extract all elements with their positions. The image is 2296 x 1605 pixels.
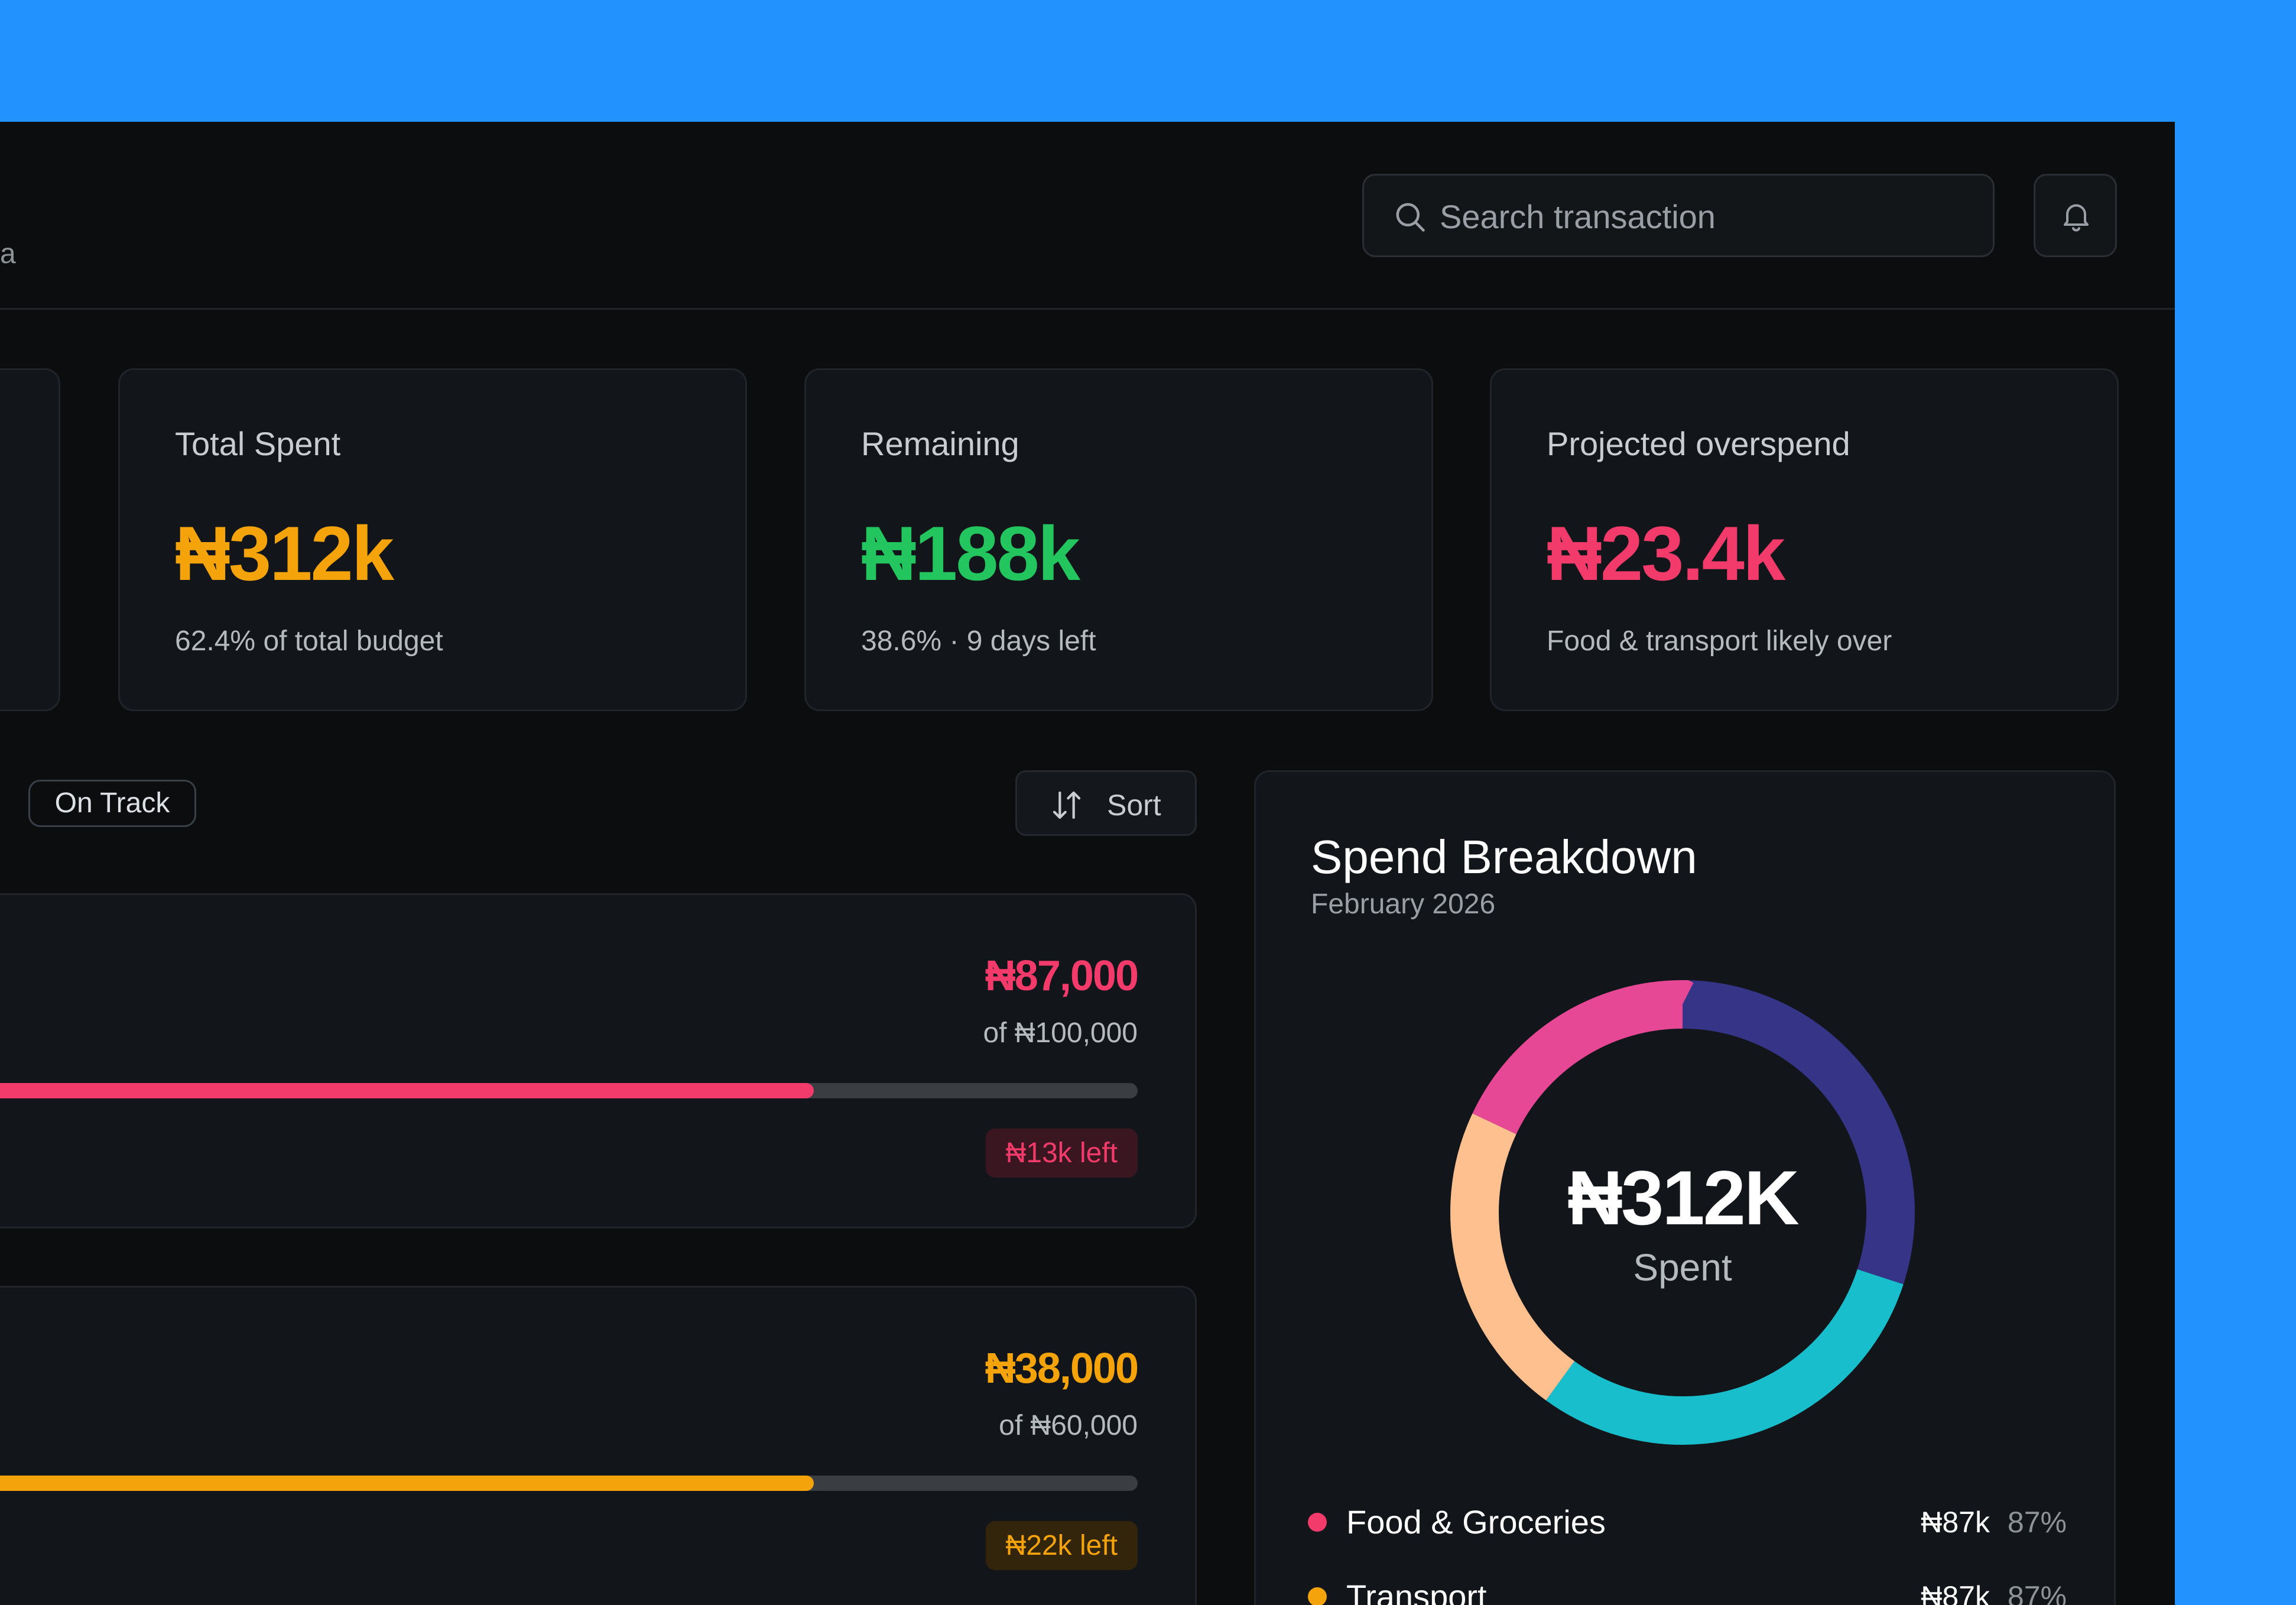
stat-card-partial xyxy=(0,368,60,711)
search-box[interactable] xyxy=(1362,174,1995,257)
legend-label: Transport xyxy=(1346,1578,1487,1605)
legend-label: Food & Groceries xyxy=(1346,1503,1606,1541)
legend-dot xyxy=(1308,1587,1327,1605)
filter-chip-on-track[interactable]: On Track xyxy=(28,780,196,827)
stat-value: ₦312k xyxy=(175,510,394,596)
budget-progress-track xyxy=(0,1476,1138,1491)
donut-segment-4 xyxy=(1450,980,1915,1445)
donut-center-value: ₦312K xyxy=(1567,1155,1799,1241)
donut-center-label: Spent xyxy=(1633,1246,1732,1289)
legend-row-food: Food & Groceries ₦87k 87% xyxy=(1308,1498,2067,1545)
breakdown-subtitle: February 2026 xyxy=(1311,889,1496,920)
stat-sub: 62.4% of total budget xyxy=(175,625,443,657)
legend-row-transport: Transport ₦87k 87% xyxy=(1308,1572,2067,1605)
spend-donut-chart: ₦312K Spent xyxy=(1450,980,1915,1445)
budget-left-badge: ₦22k left xyxy=(985,1521,1138,1570)
stat-value: ₦23.4k xyxy=(1547,510,1785,596)
stat-label: Remaining xyxy=(861,425,1019,462)
donut-segment-2 xyxy=(1450,980,1915,1445)
budget-total: of ₦60,000 xyxy=(999,1410,1138,1441)
app-window: a Total Spent ₦312k 62.4% of total budge… xyxy=(0,122,2175,1605)
budget-spent: ₦38,000 xyxy=(985,1345,1139,1392)
stat-card-remaining: Remaining ₦188k 38.6% · 9 days left xyxy=(804,368,1433,711)
search-input[interactable] xyxy=(1440,197,1960,236)
legend-amount: ₦87k xyxy=(1921,1580,1990,1605)
legend-amount: ₦87k xyxy=(1921,1506,1990,1539)
sort-button[interactable]: Sort xyxy=(1015,770,1197,836)
legend-percent: 87% xyxy=(2007,1580,2067,1605)
budget-card-food[interactable]: ₦87,000 of ₦100,000 ₦13k left xyxy=(0,893,1197,1228)
budget-left-badge: ₦13k left xyxy=(985,1129,1138,1178)
legend-dot xyxy=(1308,1513,1327,1532)
top-bar: a xyxy=(0,122,2175,310)
breakdown-title: Spend Breakdown xyxy=(1311,831,1697,883)
stat-label: Projected overspend xyxy=(1547,425,1850,462)
stat-value: ₦188k xyxy=(861,510,1080,596)
stat-sub: Food & transport likely over xyxy=(1547,625,1892,657)
legend-percent: 87% xyxy=(2007,1506,2067,1539)
stat-label: Total Spent xyxy=(175,425,341,462)
sort-label: Sort xyxy=(1107,789,1161,822)
search-icon xyxy=(1396,203,1425,232)
notifications-button[interactable] xyxy=(2034,174,2117,257)
stat-sub: 38.6% · 9 days left xyxy=(861,625,1096,657)
budget-card-transport[interactable]: ₦38,000 of ₦60,000 ₦22k left xyxy=(0,1286,1197,1605)
header-text-fragment: a xyxy=(0,238,16,270)
budget-progress-fill xyxy=(0,1083,814,1098)
spend-breakdown-card: Spend Breakdown February 2026 ₦312K Spen… xyxy=(1254,770,2116,1605)
bell-icon xyxy=(2064,204,2089,232)
donut-segment-3 xyxy=(1450,980,1915,1445)
stat-card-total-spent: Total Spent ₦312k 62.4% of total budget xyxy=(118,368,747,711)
budget-spent: ₦87,000 xyxy=(985,952,1139,1000)
donut-segments xyxy=(1450,980,1915,1445)
budget-progress-fill xyxy=(0,1476,814,1491)
budget-progress-track xyxy=(0,1083,1138,1098)
stat-card-projected-overspend: Projected overspend ₦23.4k Food & transp… xyxy=(1490,368,2119,711)
budget-total: of ₦100,000 xyxy=(983,1017,1138,1049)
sort-arrows-icon xyxy=(1053,791,1081,819)
